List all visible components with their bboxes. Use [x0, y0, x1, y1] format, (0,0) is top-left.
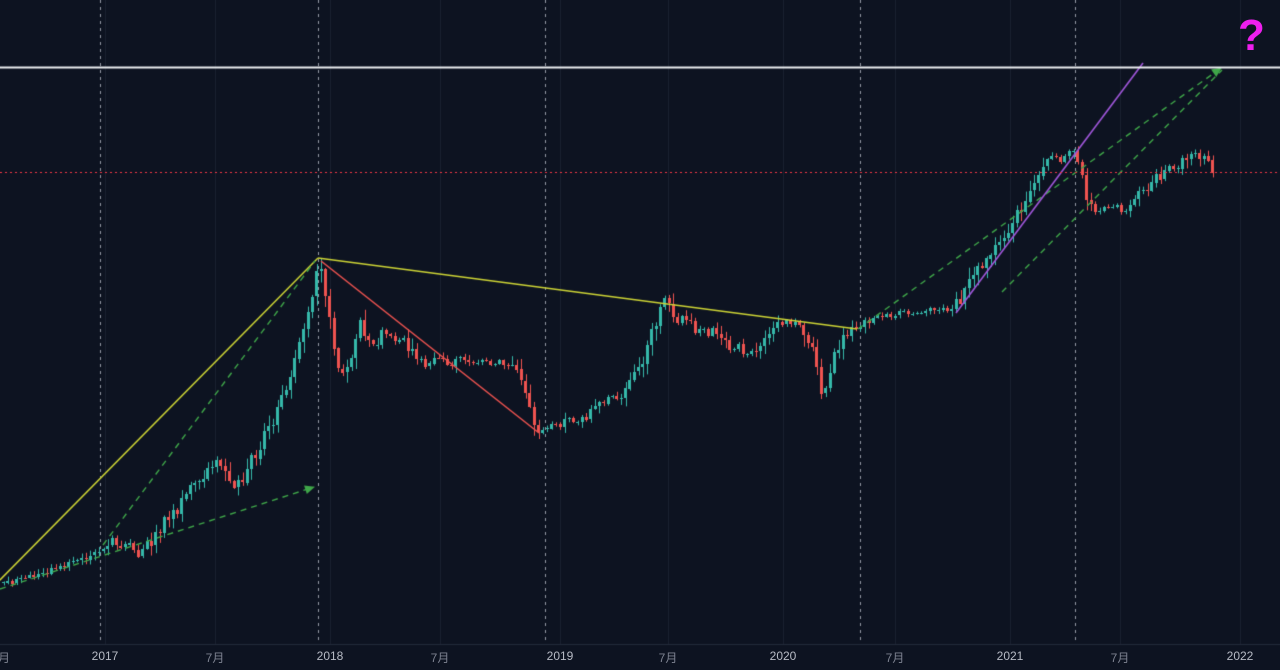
time-axis-label: 7月: [885, 651, 905, 665]
time-axis-label: 2018: [316, 649, 344, 663]
time-axis-label: 7月: [205, 651, 225, 665]
time-axis-label: 月: [0, 651, 11, 665]
time-axis-label: 7月: [430, 651, 450, 665]
time-axis-label: 2021: [996, 649, 1024, 663]
time-axis-label: 7月: [658, 651, 678, 665]
question-mark-annotation[interactable]: ?: [1238, 11, 1265, 60]
time-axis-label: 2020: [769, 649, 797, 663]
time-axis-label: 2017: [91, 649, 119, 663]
time-axis-label: 2022: [1226, 649, 1254, 663]
time-axis[interactable]: 月 2017 7月 2018 7月 2019 7月 2020 7月 2021 7月 2022: [0, 645, 1280, 670]
time-axis-label: 7月: [1110, 651, 1130, 665]
time-axis-label: 2019: [546, 649, 574, 663]
